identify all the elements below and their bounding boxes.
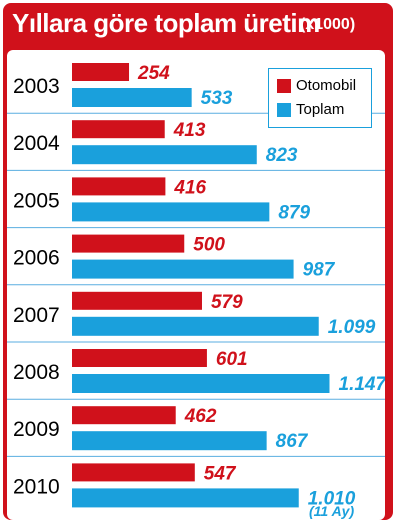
bar-toplam [72, 145, 257, 165]
year-label: 2008 [13, 361, 60, 384]
year-label: 2007 [13, 304, 60, 327]
bar-otomobil [72, 120, 165, 139]
bar-otomobil [72, 63, 130, 81]
chart-title: Yıllara göre toplam üretim [12, 8, 320, 38]
value-label-otomobil: 601 [216, 349, 248, 370]
chart-unit: (x1000) [300, 16, 356, 33]
bar-otomobil [72, 291, 202, 310]
year-label: 2006 [13, 247, 60, 270]
year-label: 2009 [13, 418, 60, 441]
legend-swatch-toplam [277, 102, 291, 117]
value-label-otomobil: 413 [173, 120, 206, 141]
bar-toplam [72, 374, 330, 393]
legend-item-otomobil: Otomobil [277, 77, 356, 94]
legend-label-toplam: Toplam [296, 101, 345, 118]
value-label-otomobil: 254 [137, 63, 170, 84]
year-label: 2004 [13, 132, 60, 155]
value-label-otomobil: 547 [204, 463, 237, 484]
bar-toplam [72, 316, 319, 336]
chart-panel: 2003 254 533 2004 413 823 2005 416 879 2006 500 987… [7, 50, 385, 520]
value-label-otomobil: 579 [211, 292, 243, 313]
legend: Otomobil Toplam [268, 68, 372, 128]
legend-swatch-otomobil [277, 78, 291, 93]
value-label-toplam: 533 [201, 88, 233, 109]
bar-toplam [72, 488, 299, 508]
value-label-otomobil: 416 [173, 177, 206, 198]
value-label-toplam: 823 [266, 145, 298, 166]
bar-otomobil [72, 234, 185, 253]
value-label-toplam: 1.147 [339, 374, 385, 395]
value-label-toplam: 867 [276, 431, 309, 452]
footnote: (11 Ay) [309, 503, 355, 519]
bar-toplam [72, 88, 192, 107]
bar-otomobil [72, 463, 195, 482]
value-label-otomobil: 462 [184, 406, 217, 427]
year-label: 2003 [13, 75, 60, 98]
bar-otomobil [72, 406, 176, 425]
year-label: 2005 [13, 189, 60, 212]
year-label: 2010 [13, 475, 60, 498]
bar-chart: 2003 254 533 2004 413 823 2005 416 879 2006 500 987… [7, 63, 385, 509]
value-label-toplam: 1.010 [308, 488, 356, 509]
value-label-otomobil: 500 [193, 235, 225, 256]
bar-toplam [72, 259, 294, 279]
bar-toplam [72, 202, 270, 222]
value-label-toplam: 987 [303, 260, 336, 281]
value-label-toplam: 879 [278, 202, 310, 223]
bar-otomobil [72, 177, 166, 196]
legend-item-toplam: Toplam [277, 101, 344, 118]
bar-otomobil [72, 349, 207, 367]
legend-label-otomobil: Otomobil [296, 77, 357, 94]
bar-toplam [72, 431, 267, 451]
value-label-toplam: 1.099 [328, 317, 376, 338]
